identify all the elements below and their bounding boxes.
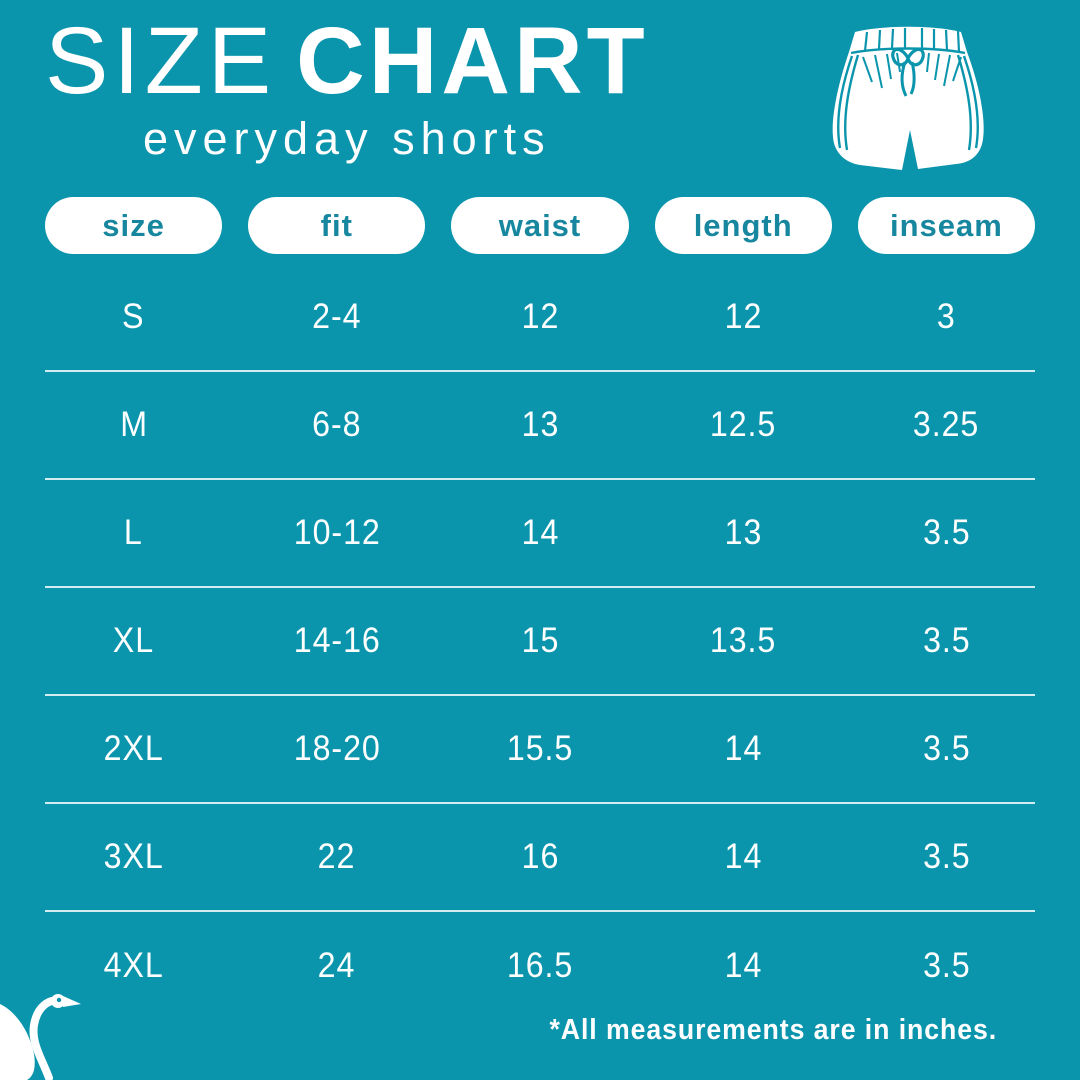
cell-inseam: 3.5 — [922, 621, 971, 660]
cell-waist: 16.5 — [506, 946, 574, 985]
header: SIZE CHART everyday shorts — [45, 14, 649, 165]
cell-length: 13.5 — [710, 621, 777, 660]
column-pill-waist: waist — [451, 197, 629, 254]
table-row-4xl: 4XL 24 16.5 14 3.5 — [45, 912, 1035, 1020]
cell-waist: 16 — [521, 837, 559, 876]
column-pill-size: size — [45, 197, 223, 254]
page-title: SIZE CHART — [45, 14, 649, 109]
cell-inseam: 3.5 — [922, 837, 971, 876]
size-table: size fit waist length inseam S 2-4 12 12… — [45, 197, 1035, 1020]
cell-waist: 14 — [521, 513, 559, 552]
cell-fit: 24 — [317, 946, 356, 985]
cell-waist: 15 — [521, 621, 559, 660]
cell-fit: 14-16 — [293, 621, 381, 660]
swan-logo-icon — [0, 994, 81, 1080]
cell-inseam: 3 — [936, 297, 956, 336]
measurements-note: *All measurements are in inches. — [549, 1014, 998, 1046]
column-label: fit — [320, 207, 353, 243]
cell-inseam: 3.5 — [922, 513, 971, 552]
column-label: waist — [498, 207, 582, 243]
cell-length: 14 — [724, 729, 763, 768]
cell-fit: 10-12 — [293, 513, 381, 552]
cell-length: 13 — [724, 513, 763, 552]
cell-fit: 22 — [317, 837, 356, 876]
cell-length: 14 — [724, 946, 763, 985]
cell-fit: 6-8 — [312, 405, 362, 444]
cell-size: XL — [112, 621, 155, 660]
column-pill-fit: fit — [248, 197, 426, 254]
table-row-s: S 2-4 12 12 3 — [45, 264, 1035, 372]
cell-size: S — [122, 297, 145, 336]
cell-size: 3XL — [103, 837, 164, 876]
cell-inseam: 3.5 — [922, 729, 971, 768]
title-word-chart: CHART — [296, 8, 649, 114]
table-row-m: M 6-8 13 12.5 3.25 — [45, 372, 1035, 480]
cell-inseam: 3.25 — [913, 405, 980, 444]
cell-waist: 15.5 — [506, 729, 574, 768]
table-row-xl: XL 14-16 15 13.5 3.5 — [45, 588, 1035, 696]
column-pill-length: length — [654, 197, 832, 254]
cell-fit: 18-20 — [293, 729, 381, 768]
column-label: length — [693, 207, 793, 243]
cell-inseam: 3.5 — [922, 946, 971, 985]
cell-size: 2XL — [103, 729, 164, 768]
cell-size: L — [124, 513, 144, 552]
cell-length: 12 — [724, 297, 763, 336]
subtitle: everyday shorts — [142, 113, 551, 164]
cell-length: 12.5 — [710, 405, 777, 444]
cell-size: M — [119, 405, 148, 444]
column-label: size — [102, 207, 165, 243]
cell-waist: 13 — [521, 405, 559, 444]
table-row-3xl: 3XL 22 16 14 3.5 — [45, 804, 1035, 912]
column-pill-inseam: inseam — [857, 197, 1035, 254]
table-body: S 2-4 12 12 3 M 6-8 13 12.5 3.25 L 10-12… — [45, 264, 1035, 1020]
table-header-row: size fit waist length inseam — [45, 197, 1035, 254]
cell-size: 4XL — [103, 946, 164, 985]
table-row-2xl: 2XL 18-20 15.5 14 3.5 — [45, 696, 1035, 804]
cell-length: 14 — [724, 837, 763, 876]
shorts-icon — [832, 26, 984, 170]
cell-fit: 2-4 — [312, 297, 362, 336]
cell-waist: 12 — [521, 297, 559, 336]
title-word-size: SIZE — [45, 8, 277, 114]
column-label: inseam — [889, 207, 1003, 243]
table-row-l: L 10-12 14 13 3.5 — [45, 480, 1035, 588]
